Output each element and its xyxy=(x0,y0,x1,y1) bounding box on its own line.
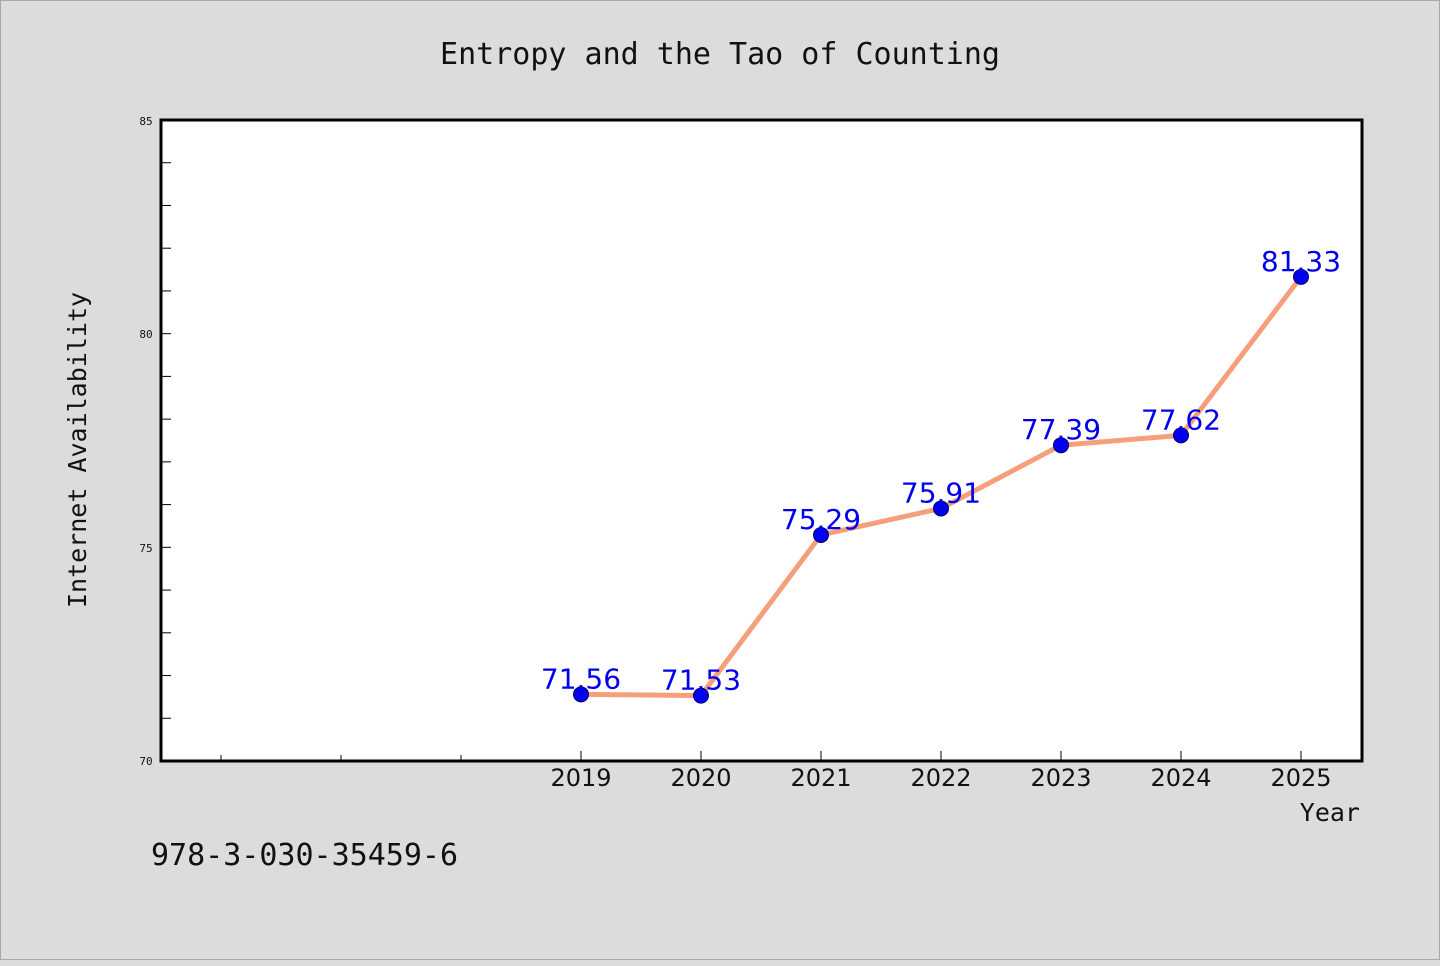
x-tick-labels: 2019 2020 2021 2022 2023 2024 2025 xyxy=(550,764,1331,792)
data-point xyxy=(573,686,589,703)
data-labels: 71.56 71.53 75.29 75.91 77.39 77.62 81.33 xyxy=(541,245,1341,697)
data-point xyxy=(1053,437,1069,454)
isbn-text: 978-3-030-35459-6 xyxy=(151,838,458,873)
y-tick-label: 85 xyxy=(139,115,152,128)
data-point xyxy=(693,687,709,704)
data-label: 71.53 xyxy=(661,664,741,697)
x-tick-label: 2025 xyxy=(1270,764,1331,792)
data-point xyxy=(933,500,949,517)
data-point xyxy=(1293,268,1309,285)
x-axis-label: Year xyxy=(1300,798,1360,827)
data-label: 71.56 xyxy=(541,662,621,695)
y-axis-label: Internet Availability xyxy=(63,292,92,608)
x-tick-label: 2024 xyxy=(1150,764,1211,792)
x-ticks xyxy=(220,751,1302,761)
data-point xyxy=(813,526,829,543)
data-label: 77.39 xyxy=(1021,413,1101,446)
plot-area xyxy=(159,118,1364,763)
markers xyxy=(573,268,1309,704)
data-label: 75.91 xyxy=(901,476,981,509)
y-tick-label: 75 xyxy=(139,542,152,555)
y-minor-ticks xyxy=(161,162,171,719)
x-tick-label: 2022 xyxy=(910,764,971,792)
data-label: 75.29 xyxy=(781,503,861,536)
x-tick-label: 2019 xyxy=(550,764,611,792)
data-label: 81.33 xyxy=(1261,245,1341,278)
data-point xyxy=(1173,427,1189,444)
data-label: 77.62 xyxy=(1141,403,1221,436)
y-tick-label: 80 xyxy=(139,328,152,341)
chart-title: Entropy and the Tao of Counting xyxy=(440,37,1000,72)
y-tick-label: 70 xyxy=(139,755,152,768)
x-tick-label: 2020 xyxy=(670,764,731,792)
x-tick-label: 2021 xyxy=(790,764,851,792)
x-tick-label: 2023 xyxy=(1030,764,1091,792)
